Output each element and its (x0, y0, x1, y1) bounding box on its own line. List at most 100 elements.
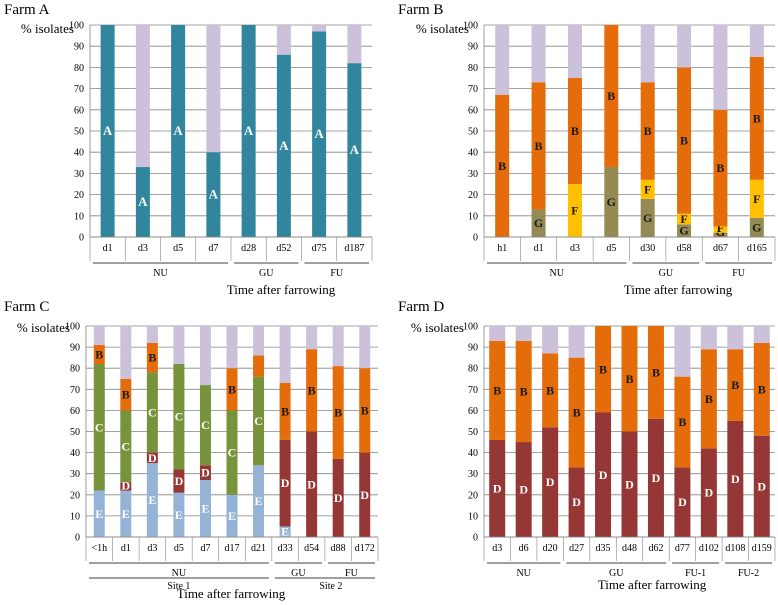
x-axis-label: Time after farrowing (177, 586, 286, 601)
bar-data-label: A (244, 123, 254, 138)
bar-data-label: A (350, 142, 360, 157)
bar-data-label: D (705, 486, 714, 500)
x-tick-label: d5 (606, 243, 616, 254)
bar-data-label: E (201, 502, 209, 516)
bar-segment-d-d88 (332, 458, 344, 537)
bar-segment-d-d35 (595, 412, 612, 537)
bar-segment-b-d33 (279, 382, 291, 440)
bar-data-label: G (534, 216, 543, 230)
bar-segment-g-d58 (677, 224, 692, 237)
x-tick-label: d20 (543, 543, 558, 554)
y-tick-label: 100 (463, 322, 478, 333)
bar-data-label: B (731, 378, 739, 392)
bar-segment-other-d33 (279, 326, 291, 383)
bar-segment-other-d20 (542, 326, 559, 354)
bar-segment-other-d30 (640, 25, 655, 83)
bar-segment-other-d3 (489, 326, 506, 341)
bar-segment-e-d5 (173, 492, 185, 537)
y-tick-label: 30 (468, 469, 478, 480)
farm-b-panel: Farm B % isolates 0 10 20 30 40 50 60 70 80 90 100 B G… (398, 2, 776, 297)
bar-data-label: B (148, 351, 156, 365)
x-tick-label: d3 (492, 543, 502, 554)
group-label-nu: NU (516, 568, 531, 579)
y-tick-label: 30 (70, 469, 80, 480)
y-tick-label: 30 (468, 169, 478, 180)
bar-segment-b-d62 (647, 326, 664, 419)
bar-data-label: G (607, 195, 616, 209)
bar-segment-b-d5 (604, 25, 619, 168)
y-tick-label: 50 (468, 427, 478, 438)
bar-segment-c-d17 (226, 410, 238, 495)
group-label-gu: GU (291, 568, 306, 579)
bar-data-label: B (498, 159, 506, 173)
bar-segment-b-d30 (640, 82, 655, 180)
farm-a-panel: Farm A % isolates 0 10 20 30 40 50 60 70 80 90 100 A A… (4, 2, 373, 297)
bar-data-label: D (572, 495, 581, 509)
bar-segment-a-d3 (135, 167, 150, 237)
bar-segment-other-d58 (677, 25, 692, 68)
bar-segment-d-d6 (515, 442, 532, 537)
bar-segment-other-d7 (206, 25, 221, 153)
y-tick-label: 50 (74, 127, 84, 138)
bar-data-label: F (644, 182, 651, 196)
y-tick-label: 10 (468, 211, 478, 222)
group-label-gu: GU (609, 568, 624, 579)
bar-segment-d-d3 (489, 439, 506, 537)
bar-segment-g-d5 (604, 167, 619, 237)
x-tick-label: d159 (752, 543, 772, 554)
x-tick-label: d3 (138, 243, 148, 254)
bar-segment-g-d1 (531, 209, 546, 237)
bar-segment-d-d3 (146, 452, 158, 464)
bar-segment-other-d102 (700, 326, 717, 350)
bar-data-label: A (209, 187, 219, 202)
bar-data-label: E (95, 507, 103, 521)
bar-segment-a-d75 (312, 31, 327, 237)
group-label-gu: GU (259, 268, 274, 279)
y-tick-label: 50 (468, 127, 478, 138)
bar-segment-b-d108 (727, 349, 744, 421)
x-tick-label: d187 (344, 243, 364, 254)
bar-segment-other-d3 (567, 25, 582, 78)
bar-data-label: D (334, 491, 343, 505)
bar-segment-e-d3 (146, 463, 158, 537)
bar-data-label: D (625, 477, 634, 491)
bar-segment-b-d20 (542, 353, 559, 428)
bar-segment-other-d165 (749, 25, 764, 57)
y-tick-label: 20 (74, 190, 84, 201)
group-label-fu-1: FU-1 (685, 568, 706, 579)
bar-segment-g-d67 (713, 232, 728, 237)
y-tick-label: 90 (468, 343, 478, 354)
bar-segment-a-d187 (347, 63, 362, 237)
bar-segment-c-d3 (146, 372, 158, 453)
bar-segment-d-d62 (647, 418, 664, 537)
x-tick-label: d3 (570, 243, 580, 254)
bar-segment-b-d88 (332, 366, 344, 459)
bar-segment-c-d1 (120, 410, 132, 483)
x-tick-label: d172 (355, 543, 375, 554)
bar-segment-d-d7 (199, 465, 211, 481)
x-tick-label: d35 (596, 543, 611, 554)
y-tick-label: 100 (69, 21, 84, 32)
y-tick-label: 70 (70, 385, 80, 396)
y-tick-label: 40 (74, 148, 84, 159)
x-tick-label: d75 (312, 243, 327, 254)
bar-segment-b-d102 (700, 349, 717, 449)
bar-data-label: D (360, 488, 369, 502)
bar-segment-b-d6 (515, 340, 532, 443)
y-tick-label: 60 (70, 406, 80, 417)
group-label-nu: NU (550, 268, 565, 279)
x-tick-label: d52 (276, 243, 291, 254)
bar-data-label: A (138, 194, 148, 209)
x-tick-label: d58 (677, 243, 692, 254)
bar-segment-b-d17 (226, 368, 238, 411)
bar-segment-e-d17 (226, 494, 238, 537)
bar-data-label: G (752, 220, 761, 234)
bar-segment-e-d1 (120, 490, 132, 537)
bar-segment-other-d7 (199, 326, 211, 386)
bar-data-label: B (705, 392, 713, 406)
x-tick-label: d62 (648, 543, 663, 554)
bar-data-label: A (314, 126, 324, 141)
x-tick-label: d7 (208, 243, 218, 254)
y-tick-label: 20 (468, 190, 478, 201)
group-label-nu: NU (153, 268, 168, 279)
